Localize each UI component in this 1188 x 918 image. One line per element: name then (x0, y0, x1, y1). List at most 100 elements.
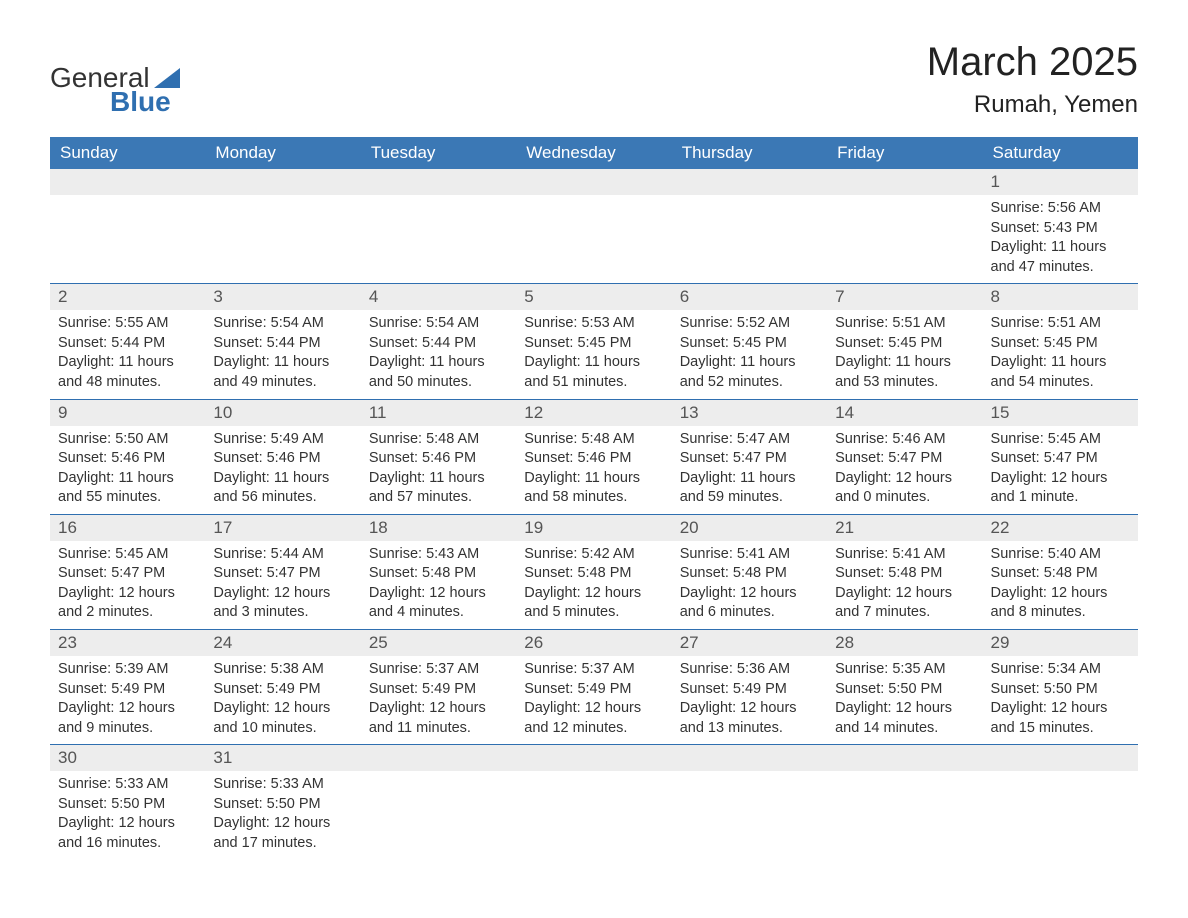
sunrise-text: Sunrise: 5:45 AM (58, 545, 197, 565)
sunrise-text: Sunrise: 5:45 AM (991, 430, 1130, 450)
daylight-text: Daylight: 11 hours and 58 minutes. (524, 469, 663, 508)
daylight-text: Daylight: 12 hours and 4 minutes. (369, 584, 508, 623)
brand-name-part2: Blue (110, 88, 171, 116)
day-number-cell (50, 169, 205, 195)
daylight-text: Daylight: 12 hours and 1 minute. (991, 469, 1130, 508)
sunrise-text: Sunrise: 5:46 AM (835, 430, 974, 450)
day-info-cell: Sunrise: 5:49 AMSunset: 5:46 PMDaylight:… (205, 426, 360, 515)
day-number-cell: 22 (983, 514, 1138, 541)
sunrise-text: Sunrise: 5:35 AM (835, 660, 974, 680)
daylight-text: Daylight: 12 hours and 6 minutes. (680, 584, 819, 623)
sunset-text: Sunset: 5:45 PM (991, 334, 1130, 354)
daylight-text: Daylight: 12 hours and 13 minutes. (680, 699, 819, 738)
day-number-cell: 7 (827, 284, 982, 311)
day-number: 12 (524, 403, 543, 422)
daylight-text: Daylight: 11 hours and 51 minutes. (524, 353, 663, 392)
day-number-cell: 17 (205, 514, 360, 541)
day-info-cell (672, 195, 827, 284)
day-number-cell: 19 (516, 514, 671, 541)
day-number-cell: 27 (672, 630, 827, 657)
day-number-cell (827, 745, 982, 772)
day-info-cell: Sunrise: 5:54 AMSunset: 5:44 PMDaylight:… (361, 310, 516, 399)
day-number-cell (205, 169, 360, 195)
day-number: 29 (991, 633, 1010, 652)
day-info-cell: Sunrise: 5:45 AMSunset: 5:47 PMDaylight:… (983, 426, 1138, 515)
sunset-text: Sunset: 5:47 PM (213, 564, 352, 584)
day-number-cell: 23 (50, 630, 205, 657)
day-info-cell (827, 771, 982, 859)
sunrise-text: Sunrise: 5:33 AM (58, 775, 197, 795)
daylight-text: Daylight: 12 hours and 8 minutes. (991, 584, 1130, 623)
daylight-text: Daylight: 11 hours and 47 minutes. (991, 238, 1130, 277)
sunset-text: Sunset: 5:49 PM (524, 680, 663, 700)
day-number: 7 (835, 287, 844, 306)
sunset-text: Sunset: 5:45 PM (835, 334, 974, 354)
day-number: 26 (524, 633, 543, 652)
day-number-cell: 10 (205, 399, 360, 426)
day-number: 15 (991, 403, 1010, 422)
sunrise-text: Sunrise: 5:54 AM (213, 314, 352, 334)
daylight-text: Daylight: 12 hours and 11 minutes. (369, 699, 508, 738)
day-number-cell: 31 (205, 745, 360, 772)
day-info-cell: Sunrise: 5:53 AMSunset: 5:45 PMDaylight:… (516, 310, 671, 399)
day-info-cell: Sunrise: 5:52 AMSunset: 5:45 PMDaylight:… (672, 310, 827, 399)
day-number-row: 23 24 25 26 27 28 29 (50, 630, 1138, 657)
day-number-cell (827, 169, 982, 195)
day-number: 25 (369, 633, 388, 652)
day-number-cell (672, 169, 827, 195)
day-number-cell: 25 (361, 630, 516, 657)
day-number-row: 30 31 (50, 745, 1138, 772)
day-number: 23 (58, 633, 77, 652)
day-number-row: 2345678 (50, 284, 1138, 311)
day-number: 22 (991, 518, 1010, 537)
day-info-cell: Sunrise: 5:42 AMSunset: 5:48 PMDaylight:… (516, 541, 671, 630)
sunset-text: Sunset: 5:50 PM (58, 795, 197, 815)
day-number: 19 (524, 518, 543, 537)
day-info-cell: Sunrise: 5:51 AMSunset: 5:45 PMDaylight:… (983, 310, 1138, 399)
day-number: 30 (58, 748, 77, 767)
day-info-cell: Sunrise: 5:41 AMSunset: 5:48 PMDaylight:… (672, 541, 827, 630)
day-number: 31 (213, 748, 232, 767)
day-info-cell: Sunrise: 5:56 AMSunset: 5:43 PMDaylight:… (983, 195, 1138, 284)
sunset-text: Sunset: 5:47 PM (835, 449, 974, 469)
daylight-text: Daylight: 11 hours and 50 minutes. (369, 353, 508, 392)
sunrise-text: Sunrise: 5:51 AM (835, 314, 974, 334)
sunrise-text: Sunrise: 5:50 AM (58, 430, 197, 450)
daylight-text: Daylight: 12 hours and 3 minutes. (213, 584, 352, 623)
daylight-text: Daylight: 12 hours and 14 minutes. (835, 699, 974, 738)
day-number: 24 (213, 633, 232, 652)
day-info-row: Sunrise: 5:55 AMSunset: 5:44 PMDaylight:… (50, 310, 1138, 399)
day-number-cell: 15 (983, 399, 1138, 426)
day-number: 9 (58, 403, 67, 422)
weekday-header: Friday (827, 137, 982, 169)
day-number-row: 9101112131415 (50, 399, 1138, 426)
day-info-cell: Sunrise: 5:50 AMSunset: 5:46 PMDaylight:… (50, 426, 205, 515)
sunset-text: Sunset: 5:46 PM (213, 449, 352, 469)
day-number: 13 (680, 403, 699, 422)
day-number-cell: 21 (827, 514, 982, 541)
day-info-cell: Sunrise: 5:43 AMSunset: 5:48 PMDaylight:… (361, 541, 516, 630)
day-number: 5 (524, 287, 533, 306)
day-number: 18 (369, 518, 388, 537)
daylight-text: Daylight: 11 hours and 54 minutes. (991, 353, 1130, 392)
sunset-text: Sunset: 5:44 PM (58, 334, 197, 354)
sunset-text: Sunset: 5:47 PM (680, 449, 819, 469)
weekday-header: Thursday (672, 137, 827, 169)
day-info-cell: Sunrise: 5:37 AMSunset: 5:49 PMDaylight:… (516, 656, 671, 745)
day-info-row: Sunrise: 5:33 AMSunset: 5:50 PMDaylight:… (50, 771, 1138, 859)
day-number: 28 (835, 633, 854, 652)
sunset-text: Sunset: 5:48 PM (680, 564, 819, 584)
sunrise-text: Sunrise: 5:42 AM (524, 545, 663, 565)
sunrise-text: Sunrise: 5:41 AM (680, 545, 819, 565)
sunset-text: Sunset: 5:47 PM (58, 564, 197, 584)
day-number-cell: 8 (983, 284, 1138, 311)
daylight-text: Daylight: 11 hours and 49 minutes. (213, 353, 352, 392)
day-number-cell: 29 (983, 630, 1138, 657)
sunrise-text: Sunrise: 5:37 AM (524, 660, 663, 680)
day-number-cell: 2 (50, 284, 205, 311)
day-number-cell (361, 745, 516, 772)
day-info-cell (516, 771, 671, 859)
title-month: March 2025 (927, 40, 1138, 85)
daylight-text: Daylight: 12 hours and 0 minutes. (835, 469, 974, 508)
day-info-cell: Sunrise: 5:38 AMSunset: 5:49 PMDaylight:… (205, 656, 360, 745)
